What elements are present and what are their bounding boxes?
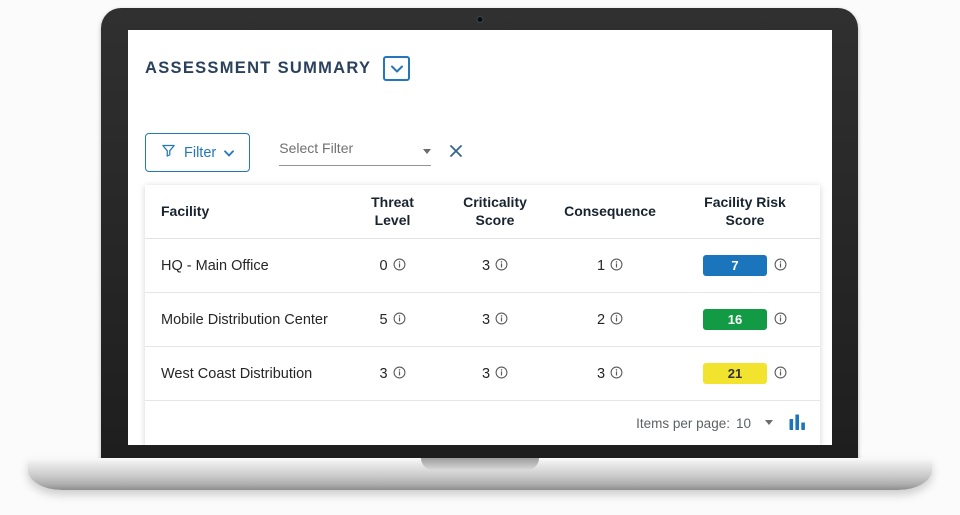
laptop-base-notch [421,458,539,470]
risk-score-badge: 16 [703,309,767,330]
consequence-cell: 1 [550,238,670,293]
consequence-value: 1 [596,257,606,274]
table-row: HQ - Main Office 0 3 1 7 [145,238,820,293]
column-header-criticality-score: Criticality Score [440,185,550,239]
facility-risk-score-cell: 7 [670,238,820,293]
summary-table: Facility Threat Level Criticality Score … [145,185,820,401]
facility-risk-score-cell: 21 [670,346,820,401]
facility-risk-score-cell: 16 [670,292,820,347]
table-header-row: Facility Threat Level Criticality Score … [145,185,820,239]
threat-level-cell: 5 [345,292,440,347]
consequence-cell: 2 [550,292,670,347]
laptop-bezel: ASSESSMENT SUMMARY Filter [101,8,858,460]
criticality-score-value: 3 [481,365,491,382]
info-icon[interactable] [774,258,787,271]
info-icon[interactable] [495,366,508,379]
threat-level-cell: 3 [345,346,440,401]
filter-button[interactable]: Filter [145,133,251,172]
page-title: ASSESSMENT SUMMARY [145,59,372,77]
criticality-score-cell: 3 [440,346,550,401]
threat-level-value: 3 [379,365,388,382]
close-icon [449,144,463,161]
criticality-score-cell: 3 [440,238,550,293]
consequence-value: 3 [596,365,606,382]
risk-score-badge: 21 [703,363,767,384]
caret-down-icon[interactable] [765,420,773,425]
clear-filter-button[interactable] [449,144,463,161]
consequence-cell: 3 [550,346,670,401]
select-filter-placeholder: Select Filter [279,139,354,156]
table-row: West Coast Distribution 3 3 3 21 [145,346,820,401]
summary-table-card: Facility Threat Level Criticality Score … [145,185,820,445]
page-header: ASSESSMENT SUMMARY [145,56,820,81]
info-icon[interactable] [774,366,787,379]
info-icon[interactable] [393,258,406,271]
info-icon[interactable] [610,366,623,379]
app-screen: ASSESSMENT SUMMARY Filter [128,30,832,445]
chevron-down-icon [224,145,235,161]
facility-cell: HQ - Main Office [145,238,345,293]
collapse-section-button[interactable] [383,56,411,81]
facility-cell: West Coast Distribution [145,346,345,401]
info-icon[interactable] [495,312,508,325]
info-icon[interactable] [393,312,406,325]
threat-level-value: 0 [379,257,388,274]
info-icon[interactable] [495,258,508,271]
column-header-threat-level: Threat Level [345,185,440,239]
threat-level-value: 5 [379,311,388,328]
criticality-score-value: 3 [481,311,491,328]
webcam-icon [476,16,483,23]
facility-cell: Mobile Distribution Center [145,292,345,347]
chart-view-button[interactable] [789,414,806,433]
table-row: Mobile Distribution Center 5 3 2 16 [145,292,820,347]
criticality-score-value: 3 [481,257,491,274]
criticality-score-cell: 3 [440,292,550,347]
filter-toolbar: Filter Select Filter [145,133,820,172]
info-icon[interactable] [393,366,406,379]
table-footer: Items per page: 10 [145,401,820,445]
chevron-down-icon [390,61,403,76]
info-icon[interactable] [610,312,623,325]
items-per-page-label: Items per page: [636,416,730,431]
items-per-page-value[interactable]: 10 [735,416,751,431]
bar-chart-icon [789,414,806,433]
assessment-summary-page: ASSESSMENT SUMMARY Filter [128,30,832,445]
column-header-consequence: Consequence [550,185,670,239]
column-header-facility-risk-score: Facility Risk Score [670,185,820,239]
select-filter-dropdown[interactable]: Select Filter [279,139,432,166]
threat-level-cell: 0 [345,238,440,293]
laptop-base [28,458,932,490]
column-header-facility: Facility [145,185,345,239]
info-icon[interactable] [610,258,623,271]
consequence-value: 2 [596,311,606,328]
risk-score-badge: 7 [703,255,767,276]
caret-down-icon [423,148,432,154]
info-icon[interactable] [774,312,787,325]
filter-button-label: Filter [184,144,217,161]
funnel-icon [161,143,176,162]
